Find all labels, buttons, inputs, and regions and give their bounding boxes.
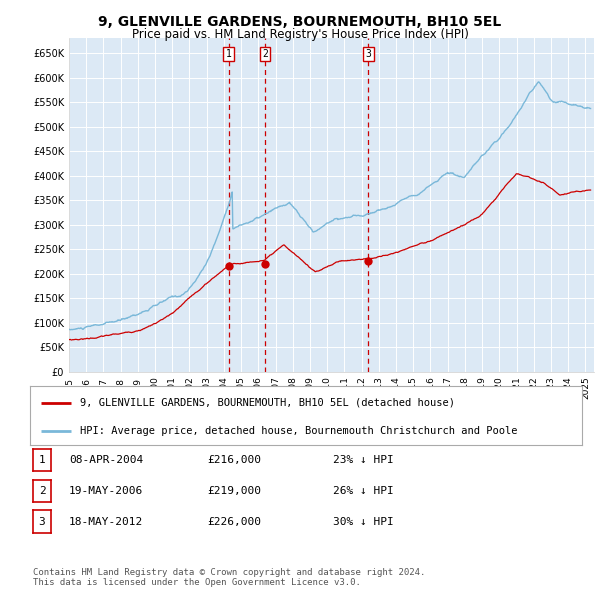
Text: 9, GLENVILLE GARDENS, BOURNEMOUTH, BH10 5EL (detached house): 9, GLENVILLE GARDENS, BOURNEMOUTH, BH10 …	[80, 398, 455, 408]
Text: 3: 3	[38, 517, 46, 526]
Text: Contains HM Land Registry data © Crown copyright and database right 2024.
This d: Contains HM Land Registry data © Crown c…	[33, 568, 425, 587]
Text: £219,000: £219,000	[207, 486, 261, 496]
Text: 19-MAY-2006: 19-MAY-2006	[69, 486, 143, 496]
Text: 1: 1	[226, 49, 232, 59]
Text: 9, GLENVILLE GARDENS, BOURNEMOUTH, BH10 5EL: 9, GLENVILLE GARDENS, BOURNEMOUTH, BH10 …	[98, 15, 502, 29]
Text: Price paid vs. HM Land Registry's House Price Index (HPI): Price paid vs. HM Land Registry's House …	[131, 28, 469, 41]
Text: 23% ↓ HPI: 23% ↓ HPI	[333, 455, 394, 465]
Text: HPI: Average price, detached house, Bournemouth Christchurch and Poole: HPI: Average price, detached house, Bour…	[80, 426, 517, 435]
Text: 18-MAY-2012: 18-MAY-2012	[69, 517, 143, 526]
Text: 26% ↓ HPI: 26% ↓ HPI	[333, 486, 394, 496]
Text: 30% ↓ HPI: 30% ↓ HPI	[333, 517, 394, 526]
Text: 08-APR-2004: 08-APR-2004	[69, 455, 143, 465]
Text: 3: 3	[365, 49, 371, 59]
Text: 2: 2	[262, 49, 268, 59]
Text: £216,000: £216,000	[207, 455, 261, 465]
Text: 1: 1	[38, 455, 46, 465]
Text: 2: 2	[38, 486, 46, 496]
Text: £226,000: £226,000	[207, 517, 261, 526]
